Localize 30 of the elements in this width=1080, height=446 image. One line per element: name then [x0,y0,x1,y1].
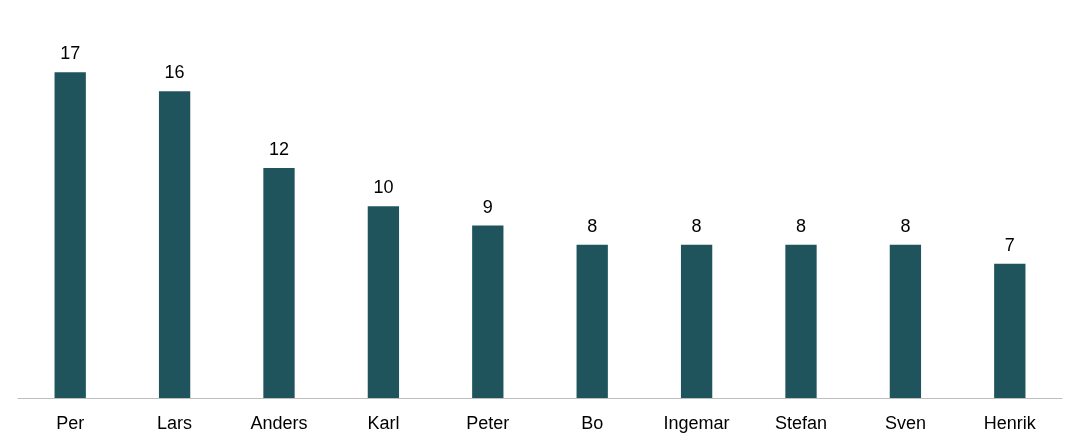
bar [576,244,608,398]
bar [263,168,295,398]
data-label: 16 [164,62,185,83]
x-tick-label: Peter [466,413,510,433]
bar [785,244,817,398]
x-tick-label: Per [56,413,85,433]
data-label: 8 [691,215,702,236]
x-tick-label: Stefan [774,413,828,433]
bar [367,206,400,398]
data-label: 12 [268,139,290,159]
x-tick-label: Ingemar [663,413,730,433]
data-label: 7 [1004,234,1015,255]
data-label: 8 [900,215,911,236]
data-label: 10 [373,177,394,198]
bar [889,244,922,398]
data-label: 9 [482,196,493,217]
bar [472,225,504,398]
data-label: 17 [60,43,81,64]
data-label: 8 [795,215,807,236]
x-tick-label: Sven [884,413,926,433]
x-tick-label: Lars [157,413,193,433]
bar [680,244,713,398]
x-tick-label: Bo [581,413,604,433]
x-tick-label: Anders [250,413,308,433]
bar [994,263,1026,398]
bar [54,72,86,398]
data-label: 8 [587,215,598,236]
x-tick-label: Henrik [983,413,1037,433]
x-tick-label: Karl [367,413,400,433]
bar [158,91,191,398]
